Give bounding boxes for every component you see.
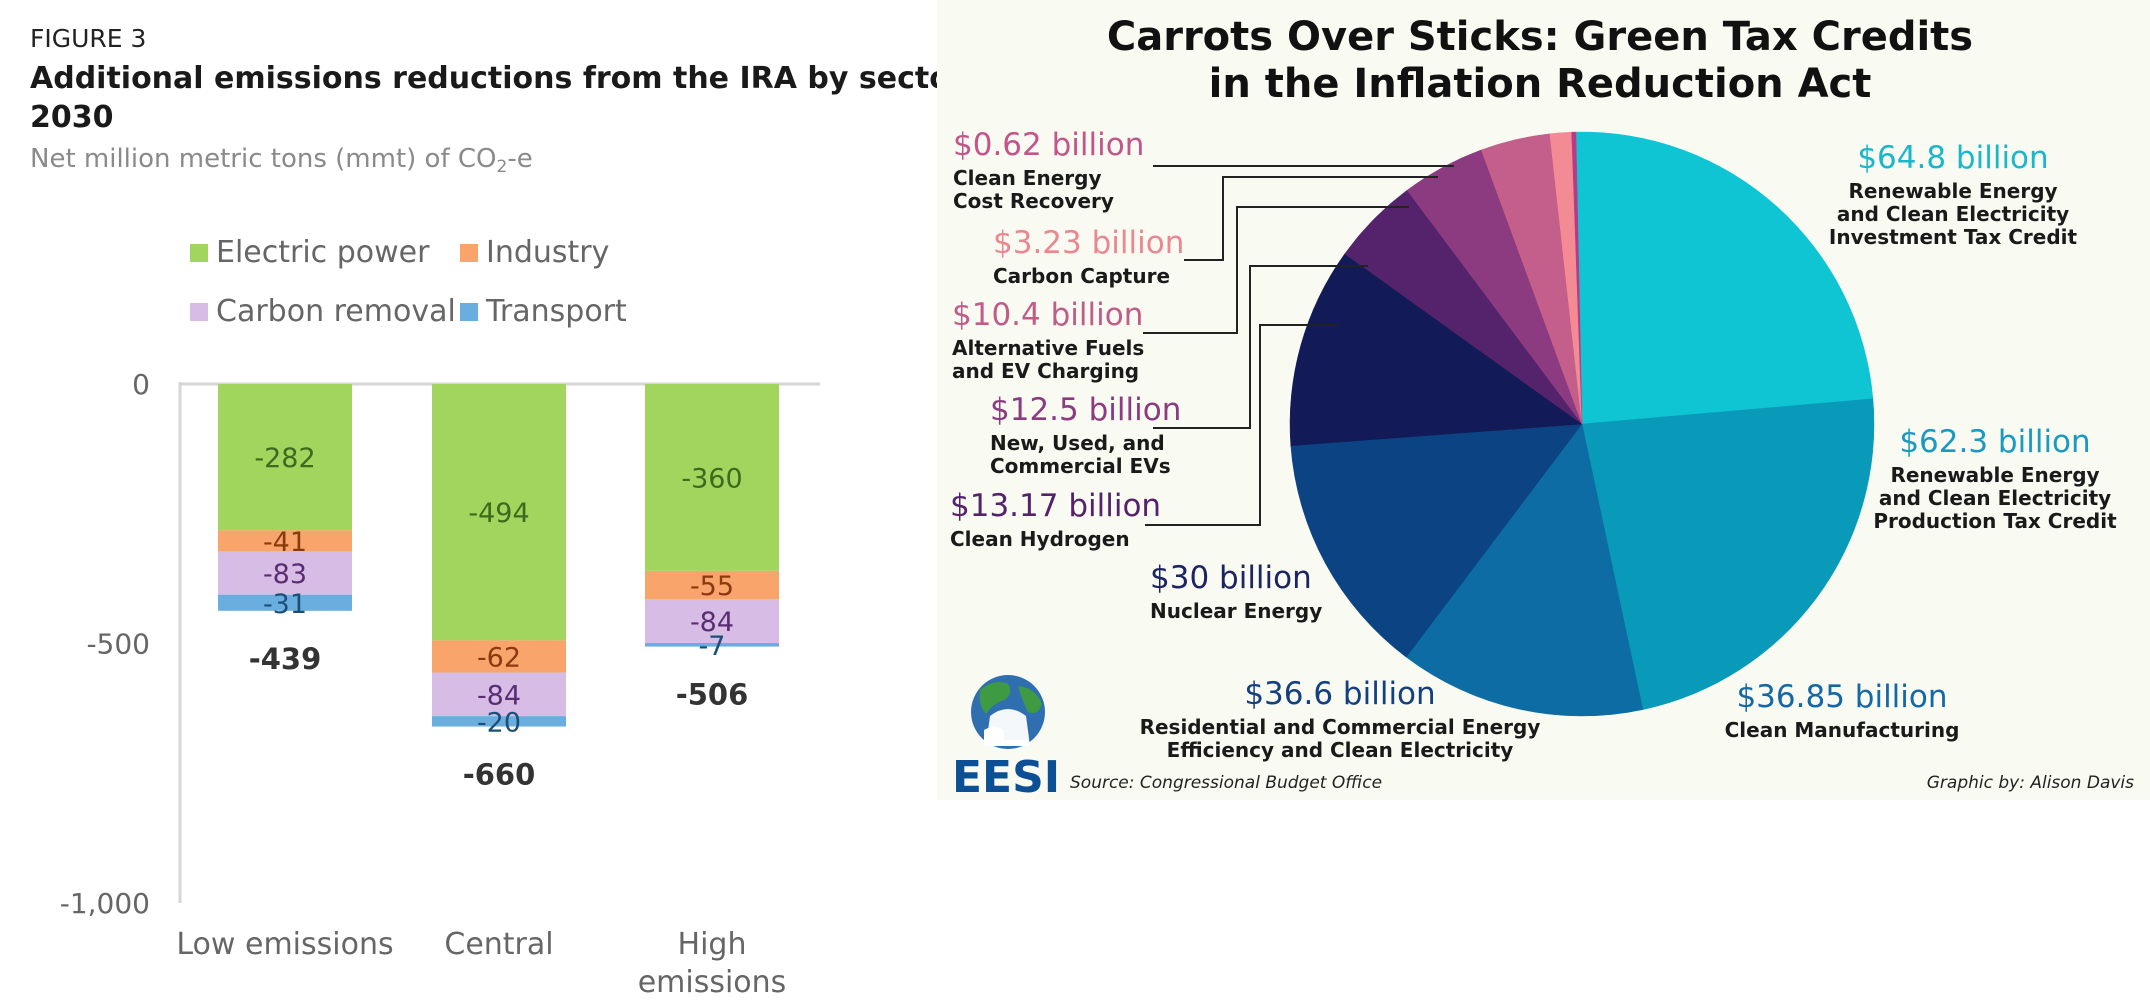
- pie-category-label: Production Tax Credit: [1873, 509, 2117, 533]
- bar-segment: [432, 384, 566, 641]
- globe-icon: [971, 675, 1045, 749]
- bar-value-label: -494: [468, 498, 529, 529]
- emissions-figure: FIGURE 3 Additional emissions reductions…: [30, 24, 972, 1000]
- pie-slice: [1405, 423, 1644, 717]
- bar-segment: [218, 384, 352, 531]
- legend-swatch: [460, 303, 478, 321]
- figure-label: FIGURE 3: [30, 24, 146, 53]
- bar-value-label: -84: [477, 680, 521, 711]
- pie-slice: [1571, 131, 1583, 425]
- eesi-logo: EESI: [952, 675, 1060, 803]
- bar-value-label: -31: [263, 589, 307, 620]
- bar-value-label: -62: [477, 642, 521, 673]
- leader-line: [1143, 206, 1409, 334]
- pie-amount-label: $3.23 billion: [993, 225, 1184, 261]
- legend-swatch: [190, 244, 208, 262]
- y-axis-ticks: 0 -500 -1,000: [60, 368, 150, 920]
- bar-value-label: -84: [690, 607, 734, 638]
- legend-label: Industry: [486, 235, 609, 270]
- pie-category-label: Investment Tax Credit: [1829, 225, 2078, 249]
- pie-category-label: Cost Recovery: [953, 189, 1114, 213]
- y-tick-label: 0: [132, 368, 150, 401]
- leader-line: [1145, 324, 1338, 526]
- pie-amount-label: $0.62 billion: [953, 127, 1144, 163]
- y-tick-label: -500: [86, 628, 150, 661]
- pie-amount-label: $64.8 billion: [1857, 140, 2048, 176]
- bar-total-label: -506: [676, 678, 749, 712]
- stacked-bars: -282-41-83-31-439-494-62-84-20-660-360-5…: [218, 384, 779, 792]
- pie-amount-label: $12.5 billion: [990, 392, 1181, 428]
- bar-value-label: -20: [477, 707, 521, 738]
- bar-segment: [645, 384, 779, 571]
- bar-value-label: -55: [690, 571, 734, 602]
- pie-category-label: Renewable Energy: [1890, 463, 2099, 487]
- left-chart-title-line1: Additional emissions reductions from the…: [30, 61, 972, 96]
- legend-swatch: [190, 303, 208, 321]
- bar-segment: [218, 530, 352, 552]
- bar-segment: [432, 716, 566, 727]
- right-chart-title-line2: in the Inflation Reduction Act: [1209, 61, 1872, 107]
- legend-swatch: [460, 244, 478, 262]
- left-chart-title-line2: 2030: [30, 100, 114, 135]
- x-axis-labels: Low emissions Central High emissions: [176, 927, 786, 1000]
- bar-segment: [645, 570, 779, 600]
- legend-label: Carbon removal: [216, 294, 456, 329]
- bar-segment: [645, 642, 779, 647]
- legend-label: Transport: [485, 294, 627, 329]
- y-tick-label: -1,000: [60, 887, 150, 920]
- pie-category-label: Commercial EVs: [990, 454, 1171, 478]
- pie-category-label: Alternative Fuels: [952, 336, 1144, 360]
- pie-slice: [1290, 423, 1583, 658]
- pie-category-label: New, Used, and: [990, 431, 1165, 455]
- pie-slice: [1575, 131, 1874, 425]
- graphic-credit: Graphic by: Alison Davis: [1927, 773, 2134, 793]
- pie-category-label: and Clean Electricity: [1837, 202, 2069, 226]
- pie-category-label: and EV Charging: [952, 359, 1139, 383]
- bar-value-label: -360: [681, 463, 742, 494]
- pie-slice: [1581, 398, 1875, 710]
- x-axis-label: High emissions: [638, 927, 787, 1000]
- pie-category-label: Clean Manufacturing: [1725, 718, 1960, 742]
- pie-amount-label: $62.3 billion: [1899, 424, 2090, 460]
- bar-value-label: -282: [254, 443, 315, 474]
- bar-value-label: -83: [263, 559, 307, 590]
- source-note: Source: Congressional Budget Office: [1070, 773, 1382, 793]
- bar-segment: [218, 551, 352, 595]
- x-axis-label: Central: [444, 927, 553, 962]
- pie-chart: [1289, 131, 1875, 717]
- bar-value-label: -7: [699, 631, 726, 662]
- bar-total-label: -439: [249, 642, 322, 676]
- pie-amount-label: $10.4 billion: [952, 297, 1143, 333]
- leader-line: [1184, 176, 1438, 261]
- pie-category-label: Carbon Capture: [993, 264, 1170, 288]
- chart-legend: Electric power Industry Carbon removal Tran…: [190, 235, 627, 329]
- leader-line: [1153, 265, 1368, 429]
- legend-label: Electric power: [216, 235, 430, 270]
- pie-amount-label: $36.6 billion: [1244, 676, 1435, 712]
- eesi-logo-text: EESI: [952, 752, 1060, 803]
- tax-credit-infographic: Carrots Over Sticks: Green Tax Credits i…: [937, 0, 2150, 803]
- pie-amount-label: $13.17 billion: [950, 488, 1161, 524]
- pie-category-label: Renewable Energy: [1848, 179, 2057, 203]
- bar-segment: [645, 599, 779, 643]
- pie-category-label: Residential and Commercial Energy: [1140, 715, 1541, 739]
- bar-segment: [432, 640, 566, 673]
- right-chart-title-line1: Carrots Over Sticks: Green Tax Credits: [1107, 14, 1973, 60]
- pie-category-label: Clean Hydrogen: [950, 527, 1130, 551]
- left-chart-subtitle: Net million metric tons (mmt) of CO2-e: [30, 144, 533, 177]
- pie-category-label: Efficiency and Clean Electricity: [1167, 738, 1514, 762]
- pie-category-label: Nuclear Energy: [1150, 599, 1322, 623]
- pie-category-label: and Clean Electricity: [1879, 486, 2111, 510]
- x-axis-label: Low emissions: [176, 927, 393, 962]
- bar-segment: [432, 672, 566, 717]
- pie-category-label: Clean Energy: [953, 166, 1101, 190]
- bar-total-label: -660: [463, 758, 536, 792]
- pie-amount-label: $30 billion: [1150, 560, 1312, 596]
- bar-segment: [218, 594, 352, 611]
- pie-leader-lines: [1143, 165, 1454, 526]
- pie-amount-label: $36.85 billion: [1736, 679, 1947, 715]
